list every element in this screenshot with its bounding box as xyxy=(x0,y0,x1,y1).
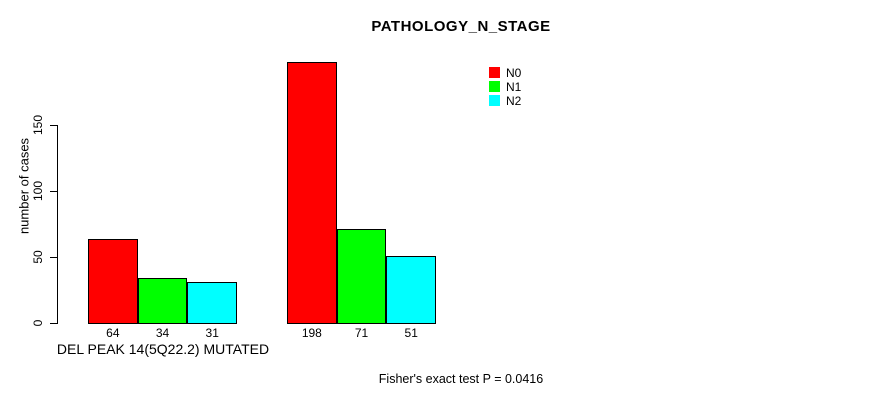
legend-item-n0: N0 xyxy=(489,65,522,80)
bar-value-label: 34 xyxy=(155,326,170,340)
legend-label: N2 xyxy=(506,93,522,108)
statistical-test-annotation: Fisher's exact test P = 0.0416 xyxy=(378,372,544,386)
y-axis-line xyxy=(57,125,58,324)
bar-n0-group2 xyxy=(287,61,337,324)
y-tick-label: 50 xyxy=(31,250,45,264)
bar-value-label: 51 xyxy=(404,326,418,340)
legend-label: N0 xyxy=(506,65,522,80)
x-group-label: DEL PEAK 14(5Q22.2) MUTATED xyxy=(56,341,270,357)
bar-value-label: 64 xyxy=(106,326,120,340)
legend-swatch-icon xyxy=(489,95,500,106)
bar-n2-group1 xyxy=(187,282,238,324)
legend-label: N1 xyxy=(506,79,522,94)
legend: N0 N1 N2 xyxy=(489,66,521,108)
y-tick-label: 0 xyxy=(31,319,45,327)
bar-value-label: 198 xyxy=(301,326,322,340)
legend-item-n1: N1 xyxy=(489,79,522,94)
bar-n1-group1 xyxy=(137,278,188,324)
bar-n1-group2 xyxy=(336,229,387,324)
legend-swatch-icon xyxy=(489,81,500,92)
y-tick-mark xyxy=(50,125,57,126)
legend-item-n2: N2 xyxy=(489,93,522,108)
chart-title: PATHOLOGY_N_STAGE xyxy=(371,18,551,35)
y-tick-label: 150 xyxy=(31,114,45,136)
bar-n0-group1 xyxy=(88,238,138,324)
y-axis-label: number of cases xyxy=(16,137,32,235)
legend-swatch-icon xyxy=(489,67,500,78)
bar-value-label: 31 xyxy=(205,326,219,340)
bar-value-label: 71 xyxy=(354,326,369,340)
y-tick-mark xyxy=(50,191,57,192)
y-tick-mark xyxy=(50,323,57,324)
bar-n2-group2 xyxy=(386,255,437,324)
y-tick-label: 100 xyxy=(31,180,45,202)
y-tick-mark xyxy=(50,257,57,258)
